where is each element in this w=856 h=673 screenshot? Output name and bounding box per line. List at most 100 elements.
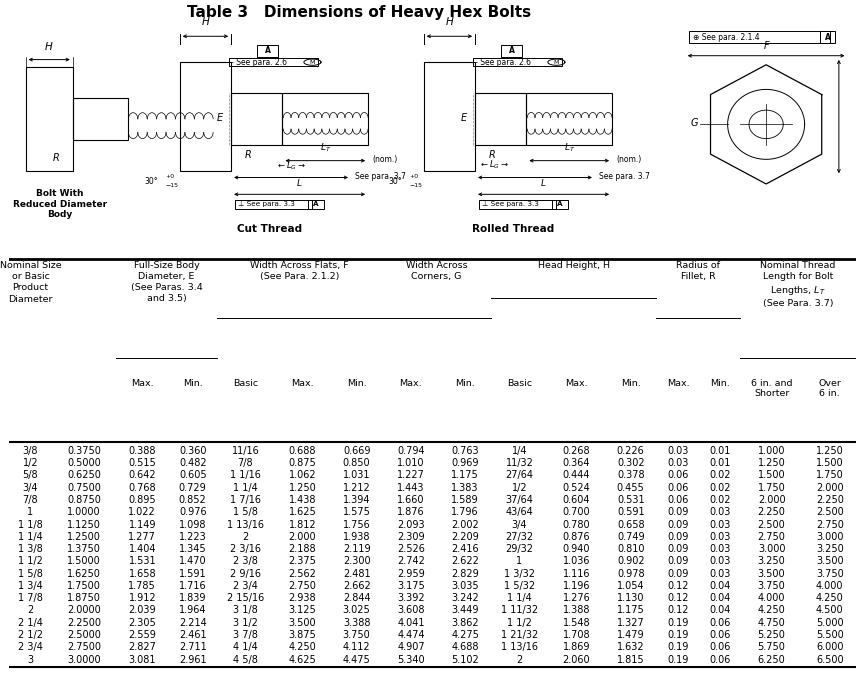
Text: 0.12: 0.12 <box>668 593 689 603</box>
Text: 4.625: 4.625 <box>288 655 316 664</box>
Text: 1.8750: 1.8750 <box>68 593 101 603</box>
Text: 5.102: 5.102 <box>451 655 479 664</box>
Text: 0.749: 0.749 <box>617 532 645 542</box>
Text: 1.5000: 1.5000 <box>68 557 101 567</box>
Text: 37/64: 37/64 <box>506 495 533 505</box>
Bar <box>552 201 568 209</box>
Bar <box>526 94 612 145</box>
Text: 2: 2 <box>242 532 248 542</box>
Text: A: A <box>265 46 270 55</box>
Text: 0.03: 0.03 <box>710 532 731 542</box>
Text: 0.794: 0.794 <box>397 446 425 456</box>
Text: 1 1/4: 1 1/4 <box>507 593 532 603</box>
Text: 3.750: 3.750 <box>342 630 371 640</box>
Text: 2 3/4: 2 3/4 <box>18 642 43 652</box>
Text: 3 7/8: 3 7/8 <box>233 630 258 640</box>
Text: 7/8: 7/8 <box>238 458 253 468</box>
Text: 1.531: 1.531 <box>128 557 156 567</box>
Text: 1.812: 1.812 <box>288 520 316 530</box>
Text: 1.098: 1.098 <box>179 520 206 530</box>
Text: 2.829: 2.829 <box>451 569 479 579</box>
Text: 1.839: 1.839 <box>179 593 206 603</box>
Text: 2.526: 2.526 <box>397 544 425 554</box>
Text: 0.850: 0.850 <box>342 458 371 468</box>
Text: 2.300: 2.300 <box>342 557 371 567</box>
Text: 1 1/2: 1 1/2 <box>507 618 532 628</box>
Text: 1 21/32: 1 21/32 <box>501 630 538 640</box>
Text: L: L <box>297 180 302 188</box>
Text: 4.275: 4.275 <box>451 630 479 640</box>
Text: A: A <box>508 46 514 55</box>
Text: 1.212: 1.212 <box>342 483 371 493</box>
Text: 3.025: 3.025 <box>342 606 371 616</box>
Text: 5.750: 5.750 <box>758 642 786 652</box>
Text: 1.175: 1.175 <box>451 470 479 481</box>
Text: 2.2500: 2.2500 <box>68 618 101 628</box>
Text: 30°: 30° <box>389 177 402 186</box>
Bar <box>180 62 231 171</box>
Text: 1.785: 1.785 <box>128 581 156 591</box>
Text: 0.06: 0.06 <box>710 630 731 640</box>
Text: 0.02: 0.02 <box>710 495 731 505</box>
Text: 0.06: 0.06 <box>710 618 731 628</box>
Text: Full-Size Body
Diameter, E
(See Paras. 3.4
and 3.5): Full-Size Body Diameter, E (See Paras. 3… <box>131 261 202 303</box>
Text: 1 7/16: 1 7/16 <box>230 495 261 505</box>
Text: 3.081: 3.081 <box>128 655 156 664</box>
Text: 1.404: 1.404 <box>128 544 156 554</box>
Text: 1.658: 1.658 <box>128 569 156 579</box>
Text: 1.660: 1.660 <box>397 495 425 505</box>
Text: Min.: Min. <box>621 378 640 388</box>
Text: 2.750: 2.750 <box>288 581 317 591</box>
Text: 0.978: 0.978 <box>617 569 645 579</box>
Text: M: M <box>554 60 559 65</box>
Text: 1/4: 1/4 <box>512 446 527 456</box>
Bar <box>73 98 128 140</box>
Text: 7/8: 7/8 <box>22 495 39 505</box>
Text: 3.500: 3.500 <box>816 557 843 567</box>
Text: 2.305: 2.305 <box>128 618 156 628</box>
Text: 0.3750: 0.3750 <box>68 446 101 456</box>
Text: 1 1/4: 1 1/4 <box>233 483 258 493</box>
Text: (nom.): (nom.) <box>372 155 397 164</box>
Text: Nominal Size
or Basic
Product
Diameter: Nominal Size or Basic Product Diameter <box>0 261 62 304</box>
Text: 0.810: 0.810 <box>617 544 645 554</box>
Text: 3.035: 3.035 <box>451 581 479 591</box>
Text: Min.: Min. <box>183 378 203 388</box>
Text: 1.6250: 1.6250 <box>68 569 101 579</box>
Text: 0.378: 0.378 <box>617 470 645 481</box>
Text: 1.0000: 1.0000 <box>68 507 101 518</box>
Text: 0.482: 0.482 <box>179 458 206 468</box>
Text: 1 5/8: 1 5/8 <box>18 569 43 579</box>
Text: 0.642: 0.642 <box>128 470 156 481</box>
Text: 2.000: 2.000 <box>758 495 786 505</box>
Text: 1 5/32: 1 5/32 <box>504 581 535 591</box>
Text: 0.02: 0.02 <box>710 483 731 493</box>
Text: H: H <box>45 42 53 52</box>
Text: 0.669: 0.669 <box>343 446 371 456</box>
Bar <box>479 201 556 209</box>
Text: Basic: Basic <box>507 378 532 388</box>
Text: ⊥ See para. 3.3: ⊥ See para. 3.3 <box>482 201 538 207</box>
Text: 2.093: 2.093 <box>397 520 425 530</box>
Text: 29/32: 29/32 <box>505 544 533 554</box>
Text: 0.605: 0.605 <box>179 470 206 481</box>
Text: 2.562: 2.562 <box>288 569 317 579</box>
Text: R: R <box>245 150 252 160</box>
Text: 0.09: 0.09 <box>668 507 689 518</box>
Text: 2.209: 2.209 <box>451 532 479 542</box>
Text: 0.515: 0.515 <box>128 458 156 468</box>
Text: 0.03: 0.03 <box>710 557 731 567</box>
Text: 4.000: 4.000 <box>758 593 785 603</box>
Text: 3.0000: 3.0000 <box>68 655 101 664</box>
Text: 0.19: 0.19 <box>668 655 689 664</box>
Text: 1.250: 1.250 <box>816 446 843 456</box>
Text: H: H <box>201 17 210 27</box>
Text: 2.711: 2.711 <box>179 642 206 652</box>
Text: 0.03: 0.03 <box>710 520 731 530</box>
Text: Cut Thread: Cut Thread <box>237 224 302 234</box>
Text: 3/8: 3/8 <box>23 446 39 456</box>
Text: 1.394: 1.394 <box>343 495 371 505</box>
Text: 2.5000: 2.5000 <box>68 630 101 640</box>
Text: 4.250: 4.250 <box>816 593 843 603</box>
Text: 3.862: 3.862 <box>451 618 479 628</box>
